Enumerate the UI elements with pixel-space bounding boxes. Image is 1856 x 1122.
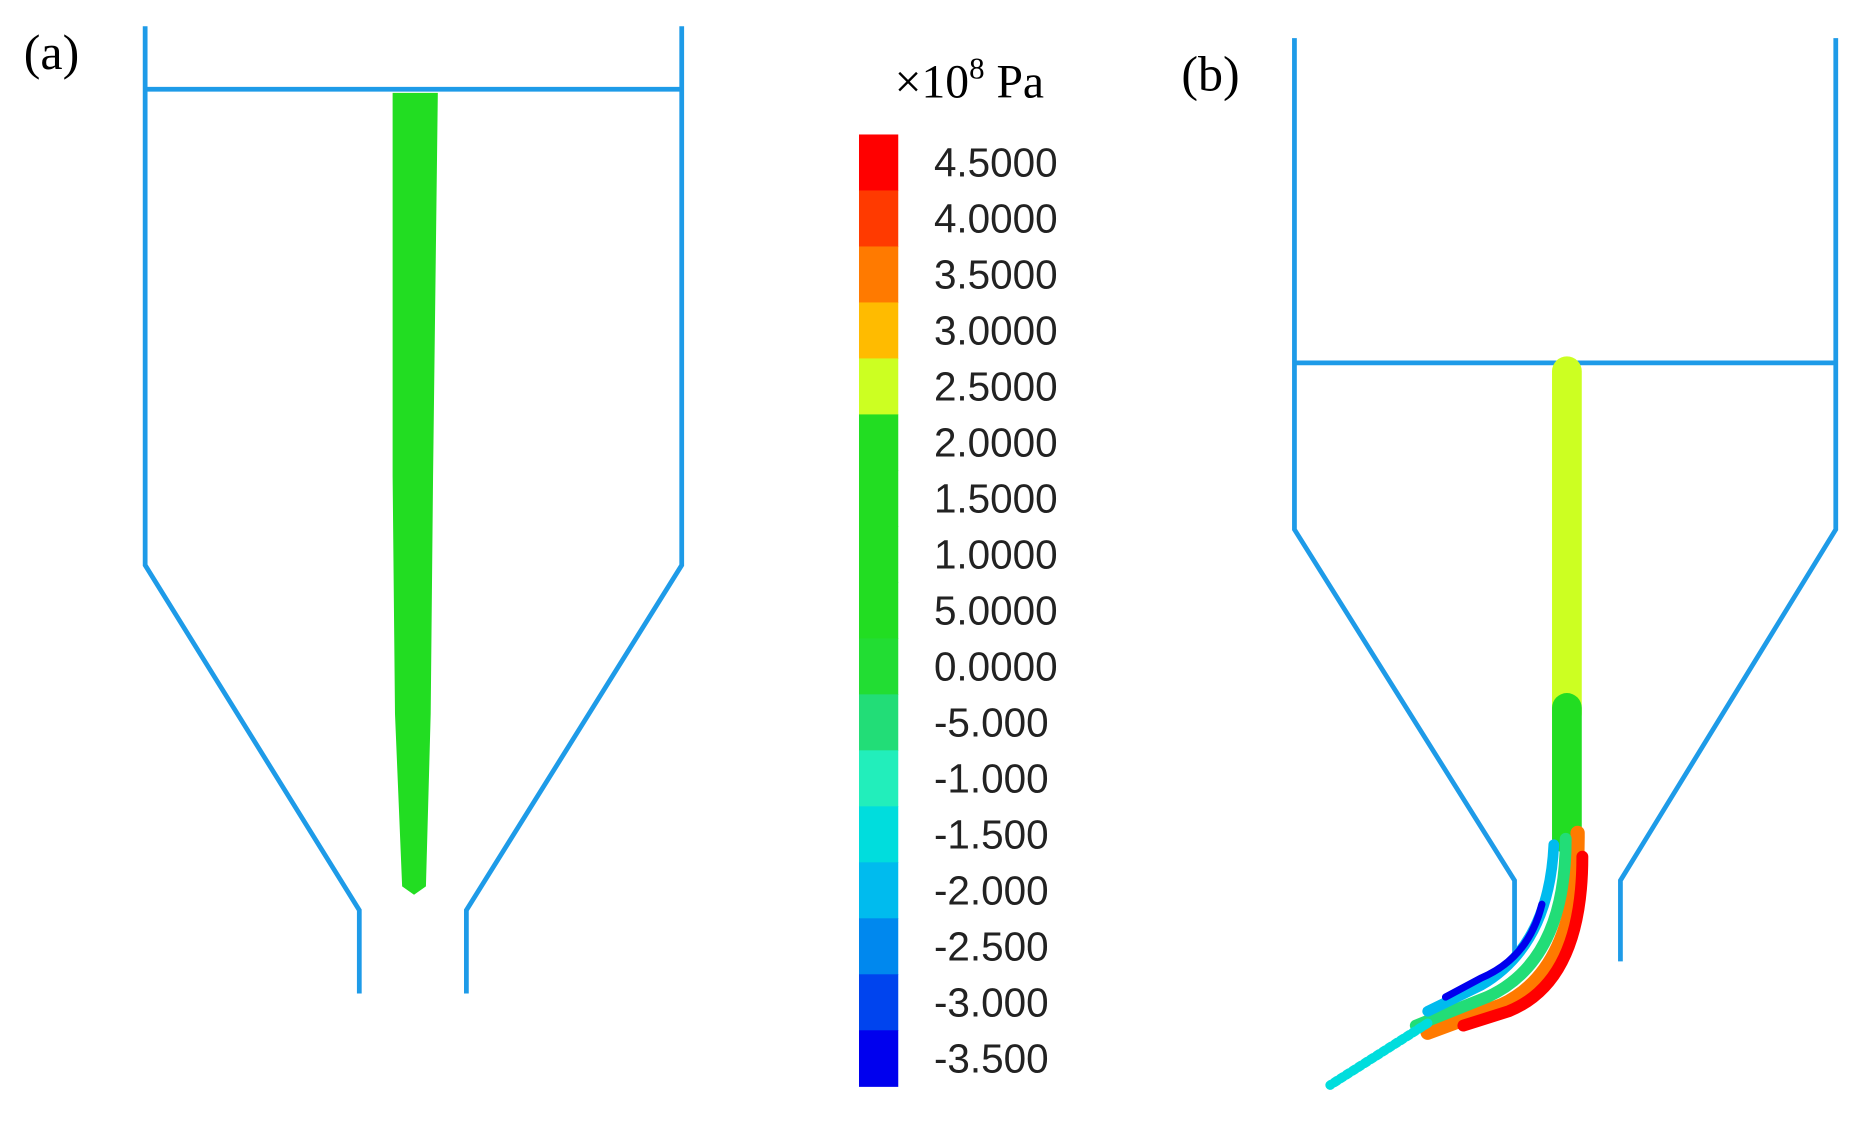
- colorbar-band: [858, 246, 899, 304]
- colorbar-label: -1.000: [934, 756, 1049, 802]
- colorbar-label: 2.0000: [934, 420, 1058, 466]
- colorbar-label: -3.500: [934, 1036, 1049, 1082]
- colorbar-label: 3.5000: [934, 252, 1058, 298]
- unit-base: ×10: [895, 57, 969, 109]
- colorbar-label: 1.0000: [934, 532, 1058, 578]
- wall: [1292, 38, 1517, 962]
- colorbar-band: [858, 526, 899, 583]
- colorbar-label: 3.0000: [934, 308, 1058, 354]
- vessel-a: [142, 26, 685, 994]
- wall: [142, 26, 362, 994]
- colorbar-band: [858, 358, 899, 416]
- colorbar-label: -5.000: [934, 700, 1049, 746]
- colorbar-band: [858, 638, 899, 695]
- panel-label: (b): [1181, 45, 1239, 101]
- wall: [464, 26, 685, 994]
- colorbar-band: [858, 1030, 899, 1087]
- colorbar-band: [858, 302, 899, 360]
- colorbar-band: [858, 974, 899, 1031]
- colorbar-band: [858, 862, 899, 919]
- unit-exponent: 8: [969, 51, 984, 86]
- colorbar-band: [858, 918, 899, 975]
- colorbar-label: -1.500: [934, 812, 1049, 858]
- panel-label: (a): [24, 24, 79, 80]
- colorbar-band: [858, 806, 899, 863]
- colorbar-label: -2.500: [934, 924, 1049, 970]
- vessel-b: [1292, 38, 1839, 1090]
- colorbar-label: 2.5000: [934, 364, 1058, 410]
- colorbar: 4.5000 4.0000 3.5000 3.0000 2.5000 2.0000 1.50…: [858, 134, 1058, 1087]
- colorbar-label: 4.5000: [934, 140, 1058, 186]
- colorbar-label: 4.0000: [934, 196, 1058, 242]
- jet: [392, 92, 438, 895]
- colorbar-band: [858, 134, 899, 192]
- colorbar-band: [858, 582, 899, 639]
- colorbar-band: [858, 190, 899, 248]
- colorbar-band: [858, 414, 899, 471]
- jet: [1325, 356, 1589, 1090]
- colorbar-label: 1.5000: [934, 476, 1058, 522]
- colorbar-label: 0.0000: [934, 644, 1058, 690]
- colorbar-band: [858, 694, 899, 751]
- unit-suffix: Pa: [996, 57, 1044, 109]
- colorbar-unit: ×108 Pa: [895, 51, 1044, 109]
- colorbar-label: 5.0000: [934, 588, 1058, 634]
- colorbar-label: -2.000: [934, 868, 1049, 914]
- colorbar-label: -3.000: [934, 980, 1049, 1026]
- wall: [1618, 38, 1839, 962]
- colorbar-band: [858, 750, 899, 807]
- colorbar-band: [858, 470, 899, 527]
